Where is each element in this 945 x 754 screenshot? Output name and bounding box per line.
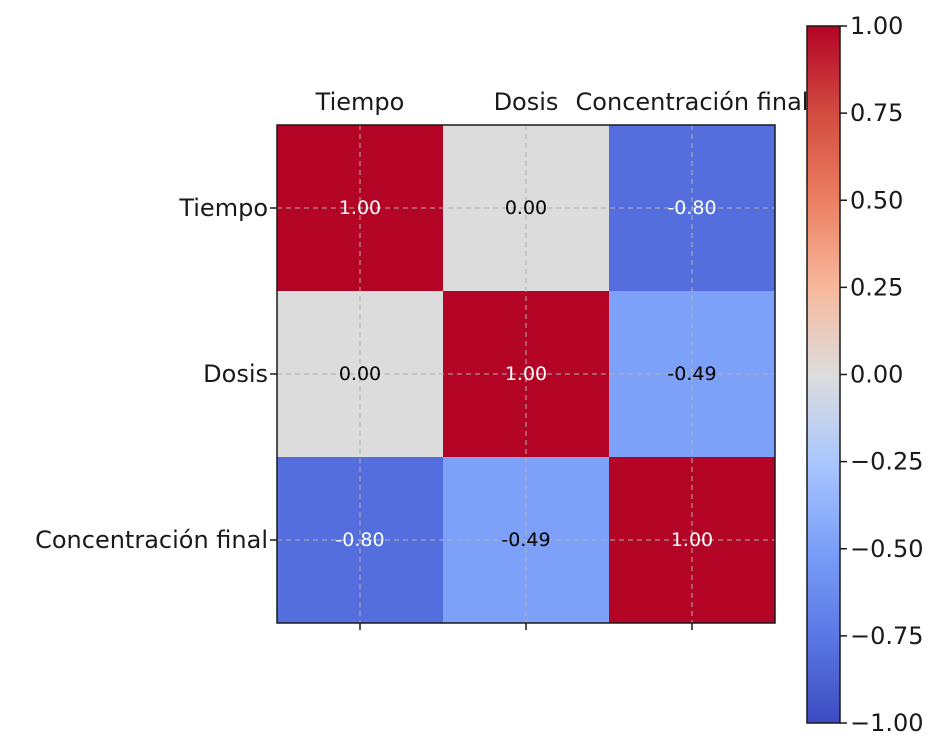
colorbar-tick-label: −0.25 bbox=[850, 448, 924, 476]
cell-value-label: -0.49 bbox=[667, 363, 716, 385]
cell-value-label: -0.80 bbox=[667, 197, 716, 219]
y-axis-ticks: Tiempo Dosis Concentración final bbox=[35, 194, 277, 554]
colorbar bbox=[806, 25, 841, 724]
colorbar-tick-label: 0.00 bbox=[850, 361, 903, 389]
colorbar-tick-label: −0.50 bbox=[850, 535, 924, 563]
cell-value-label: 0.00 bbox=[339, 363, 381, 385]
cell-value-label: 1.00 bbox=[339, 197, 381, 219]
heatmap-value-labels: 1.00 0.00 -0.80 0.00 1.00 -0.49 -0.80 -0.49 1.00 bbox=[335, 197, 716, 551]
colorbar-tick-label: −1.00 bbox=[850, 709, 924, 737]
x-tick-label: Tiempo bbox=[315, 88, 405, 116]
x-tick-label: Concentración final bbox=[576, 88, 809, 116]
cell-value-label: 1.00 bbox=[505, 363, 547, 385]
colorbar-tick-label: 0.75 bbox=[850, 99, 903, 127]
x-tick-label: Dosis bbox=[494, 88, 559, 116]
cell-value-label: -0.80 bbox=[335, 529, 384, 551]
cell-value-label: 1.00 bbox=[671, 529, 713, 551]
x-axis-ticks: Tiempo Dosis Concentración final bbox=[315, 88, 809, 630]
y-tick-label: Concentración final bbox=[35, 526, 268, 554]
y-tick-label: Tiempo bbox=[178, 194, 268, 222]
cell-value-label: 0.00 bbox=[505, 197, 547, 219]
colorbar-ticks: 1.00 0.75 0.50 0.25 0.00 −0.25 −0.50 −0.75 −1.00 bbox=[840, 12, 924, 737]
heatmap-grid bbox=[277, 125, 775, 623]
y-tick-label: Dosis bbox=[203, 360, 268, 388]
colorbar-tick-label: 1.00 bbox=[850, 12, 903, 40]
cell-value-label: -0.49 bbox=[501, 529, 550, 551]
colorbar-tick-label: 0.25 bbox=[850, 273, 903, 301]
colorbar-tick-label: 0.50 bbox=[850, 186, 903, 214]
colorbar-tick-label: −0.75 bbox=[850, 622, 924, 650]
